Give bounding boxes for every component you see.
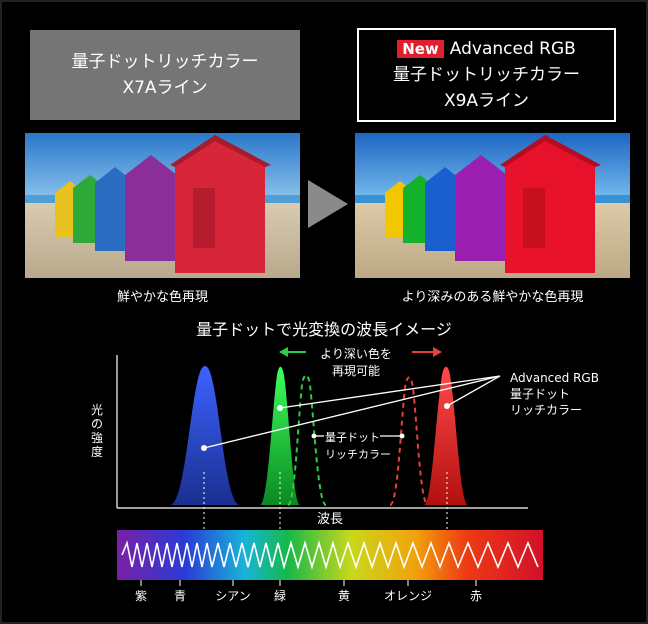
- header-x7a-line2: X7Aライン: [122, 78, 208, 98]
- diagram-title: 量子ドットで光変換の波長イメージ: [196, 320, 452, 339]
- header-x7a-line1: 量子ドットリッチカラー: [71, 52, 259, 72]
- advanced-label-line2: 量子ドット: [510, 387, 570, 401]
- callout-red-dot: [444, 403, 450, 409]
- green-dashed-peak: [287, 374, 327, 506]
- header-x9a-line3: X9Aライン: [443, 91, 530, 111]
- callout-red-line: [446, 375, 501, 407]
- header-x9a-row1: New Advanced RGB: [397, 36, 576, 62]
- header-x9a: New Advanced RGB 量子ドットリッチカラー X9Aライン: [357, 28, 616, 122]
- advanced-label-line1: Advanced RGB: [510, 371, 599, 385]
- header-x7a: 量子ドットリッチカラー X7Aライン: [30, 30, 300, 120]
- new-badge: New: [397, 40, 444, 58]
- spectrum-label-orange: オレンジ: [384, 589, 432, 603]
- advanced-label-line3: リッチカラー: [510, 403, 582, 417]
- spectrum-label-cyan: シアン: [215, 589, 251, 603]
- callout-green-dot: [277, 405, 283, 411]
- deeper-label-line2: 再現可能: [332, 364, 380, 378]
- spectrum-label-yellow: 黄: [338, 589, 350, 603]
- caption-right: より深みのある鮮やかな色再現: [401, 290, 584, 305]
- spectrum-label-green: 緑: [274, 588, 286, 603]
- y-axis-label: 光の強度: [90, 403, 103, 459]
- comparison-arrow: [308, 180, 348, 228]
- beach-huts-photo-right: [355, 133, 630, 278]
- callout-green-line: [279, 375, 501, 409]
- qd-label-line1: 量子ドット: [325, 431, 380, 444]
- blue-peak: [170, 366, 240, 505]
- spectrum-ticks: [140, 580, 477, 586]
- qd-label-line2: リッチカラー: [325, 448, 391, 461]
- red-peak: [424, 366, 468, 505]
- x-axis-label: 波長: [317, 512, 343, 527]
- beach-huts-photo-left: [25, 133, 300, 278]
- header-x9a-line1: Advanced RGB: [449, 39, 576, 59]
- green-peak: [260, 366, 300, 505]
- red-dashed-peak: [389, 376, 429, 506]
- green-arrow-head: [279, 347, 288, 357]
- caption-left: 鮮やかな色再現: [116, 290, 208, 305]
- callout-blue-dot: [201, 445, 207, 451]
- wave-line: [121, 540, 539, 571]
- red-arrow-head: [433, 347, 442, 357]
- deeper-label-line1: より深い色を: [320, 347, 392, 361]
- spectrum-label-violet: 紫: [135, 589, 147, 603]
- qd-callout-dot-left: [311, 433, 317, 439]
- callout-blue-line: [203, 375, 501, 449]
- qd-callout-dot-right: [399, 433, 405, 439]
- spectrum-label-red: 赤: [470, 589, 482, 603]
- header-x9a-line2: 量子ドットリッチカラー: [393, 65, 580, 85]
- spectrum-label-blue: 青: [174, 589, 186, 603]
